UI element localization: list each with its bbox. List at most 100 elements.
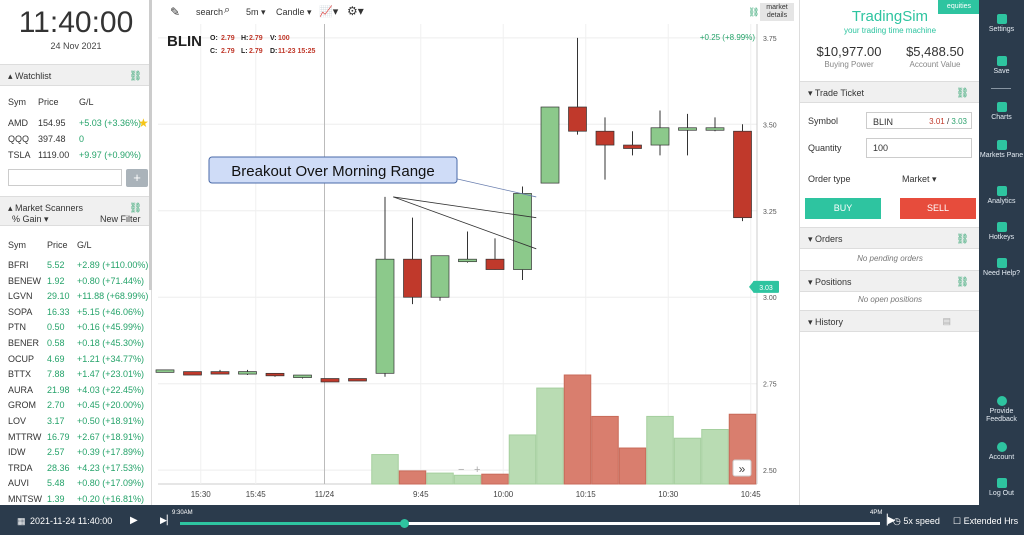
scanner-gl[interactable]: +0.20 (+16.81%) <box>77 494 145 504</box>
scanner-sym[interactable]: LOV <box>8 416 27 426</box>
scanner-sym[interactable]: LGVN <box>8 291 33 302</box>
candle-body[interactable] <box>623 144 642 149</box>
candle-body[interactable] <box>513 193 532 270</box>
nav-save[interactable]: Save <box>979 56 1024 76</box>
scanner-gl[interactable]: +0.50 (+18.91%) <box>77 416 145 426</box>
candle-body[interactable] <box>485 258 505 270</box>
scanner-filter-select[interactable]: % Gain ▾ <box>12 214 49 224</box>
link-icon[interactable]: ⛓ <box>956 234 969 245</box>
candle-body[interactable] <box>650 127 670 146</box>
scanner-price[interactable]: 5.52 <box>47 260 65 270</box>
scanner-gl[interactable]: +11.88 (+68.99%) <box>77 291 149 302</box>
candle-body[interactable] <box>320 378 340 383</box>
link-icon[interactable]: ⛓ <box>129 203 142 214</box>
scanner-price[interactable]: 1.39 <box>47 494 65 504</box>
scanner-sym[interactable]: BFRI <box>8 260 29 270</box>
chart-type-select[interactable]: Candle ▾ <box>276 7 312 17</box>
candle-body[interactable] <box>568 106 587 132</box>
candle-body[interactable] <box>183 371 202 376</box>
order-type-select[interactable]: Market ▾ <box>902 174 937 184</box>
indicators-icon[interactable]: 📈▾ <box>319 6 339 18</box>
scanner-sym[interactable]: TRDA <box>8 462 33 473</box>
scanner-price[interactable]: 3.17 <box>47 416 65 426</box>
fast-forward-button[interactable] <box>732 459 752 477</box>
link-icon[interactable]: ⛓ <box>956 88 969 99</box>
buy-button[interactable]: BUY <box>805 198 881 219</box>
candle-body[interactable] <box>155 369 175 373</box>
trade-ticket-header[interactable]: ▾ Trade Ticket ⛓ <box>800 81 979 103</box>
nav-feedback[interactable]: Provide Feedback <box>979 396 1024 424</box>
scanner-gl[interactable]: +4.03 (+22.45%) <box>77 384 145 395</box>
scanner-price[interactable]: 4.69 <box>47 353 65 364</box>
orders-header[interactable]: ▾ Orders ⛓ <box>800 227 979 249</box>
scanner-sym[interactable]: MTTRW <box>8 431 42 442</box>
sell-button[interactable]: SELL <box>900 198 976 219</box>
scanner-sym[interactable]: OCUP <box>8 353 35 364</box>
symbol-input[interactable]: BLIN 3.01 / 3.03 <box>866 112 972 129</box>
scanner-price[interactable]: 2.70 <box>47 400 65 411</box>
scanner-sym[interactable]: PTN <box>8 322 26 333</box>
candle-body[interactable] <box>733 130 752 219</box>
scanner-gl[interactable]: +0.18 (+45.30%) <box>77 338 145 348</box>
scanner-price[interactable]: 5.48 <box>47 478 65 489</box>
nav-analytics[interactable]: Analytics <box>979 186 1024 206</box>
market-details-button[interactable]: market details <box>760 3 794 21</box>
fast-forward-icon[interactable]: » <box>739 462 746 476</box>
scanner-sym[interactable]: BENEW <box>8 275 42 286</box>
candle-body[interactable] <box>540 106 560 184</box>
search-icon[interactable]: ⌕ <box>224 4 231 16</box>
nav-hotkeys[interactable]: Hotkeys <box>979 222 1024 242</box>
scanner-sym[interactable]: BENER <box>8 338 40 348</box>
new-filter-button[interactable]: New Filter <box>100 214 141 224</box>
scanner-price[interactable]: 7.88 <box>47 369 65 380</box>
gear-icon[interactable]: ⚙▾ <box>347 4 364 18</box>
extended-hours-toggle[interactable]: ☐ Extended Hrs <box>953 516 1019 526</box>
scanner-price[interactable]: 0.50 <box>47 322 65 333</box>
trend-line[interactable] <box>393 196 537 250</box>
history-header[interactable]: ▾ History ▤ <box>800 310 979 332</box>
scanner-sym[interactable]: BTTX <box>8 369 32 380</box>
price-chart[interactable]: 3.75 3.50 3.25 3.00 2.75 2.50 15:30 15:45 11/24 9… <box>153 0 798 505</box>
nav-account[interactable]: Account <box>979 442 1024 462</box>
candle-body[interactable] <box>705 127 725 131</box>
scanner-sym[interactable]: AUVI <box>8 478 30 489</box>
scanner-gl[interactable]: +4.23 (+17.53%) <box>77 462 145 473</box>
scanner-sym[interactable]: IDW <box>8 447 26 458</box>
scanner-gl[interactable]: +0.80 (+17.09%) <box>77 478 145 489</box>
nav-markets-pane[interactable]: Markets Pane <box>979 140 1024 160</box>
search-label[interactable]: search <box>196 7 224 17</box>
scanner-gl[interactable]: +2.89 (+110.00%) <box>77 260 149 270</box>
pencil-icon[interactable]: ✎ <box>170 5 181 19</box>
candle-body[interactable] <box>375 258 395 374</box>
scanner-sym[interactable]: GROM <box>8 400 36 411</box>
skip-end-icon[interactable]: ▕▶ <box>880 515 896 526</box>
link-icon[interactable]: ⛓ <box>748 7 760 17</box>
nav-help[interactable]: Need Help? <box>979 258 1024 278</box>
scanner-gl[interactable]: +1.47 (+23.01%) <box>77 369 145 380</box>
calendar-icon[interactable]: ▦ <box>17 516 26 526</box>
scanner-price[interactable]: 0.58 <box>47 338 65 348</box>
candle-body[interactable] <box>678 127 697 131</box>
scanner-gl[interactable]: +0.16 (+45.99%) <box>77 322 145 333</box>
candle-body[interactable] <box>265 372 285 377</box>
trend-line[interactable] <box>393 196 537 219</box>
speed-select[interactable]: ◷ 5x speed <box>893 516 940 526</box>
star-icon[interactable]: ★ <box>138 116 149 130</box>
zoom-out-button[interactable]: − <box>458 464 464 476</box>
nav-logout[interactable]: Log Out <box>979 478 1024 498</box>
skip-start-icon[interactable]: ▶▏ <box>160 515 174 525</box>
scanner-gl[interactable]: +2.67 (+18.91%) <box>77 431 145 442</box>
watchlist-header[interactable]: ▴ Watchlist ⛓ <box>0 64 151 86</box>
scanner-price[interactable]: 16.79 <box>47 431 70 442</box>
add-symbol-button[interactable]: + <box>126 169 148 187</box>
positions-header[interactable]: ▾ Positions ⛓ <box>800 270 979 292</box>
scanners-header[interactable]: ▴ Market Scanners ⛓ % Gain ▾ New Filter <box>0 196 151 226</box>
candle-body[interactable] <box>238 371 257 375</box>
scanner-price[interactable]: 2.57 <box>47 447 65 458</box>
candle-body[interactable] <box>595 130 615 146</box>
scanner-gl[interactable]: +0.39 (+17.89%) <box>77 447 145 458</box>
scanner-price[interactable]: 16.33 <box>47 306 70 317</box>
watchlist-add-input[interactable] <box>8 169 122 186</box>
scanner-gl[interactable]: +5.15 (+46.06%) <box>77 306 145 317</box>
scanner-sym[interactable]: MNTSW <box>8 494 42 504</box>
